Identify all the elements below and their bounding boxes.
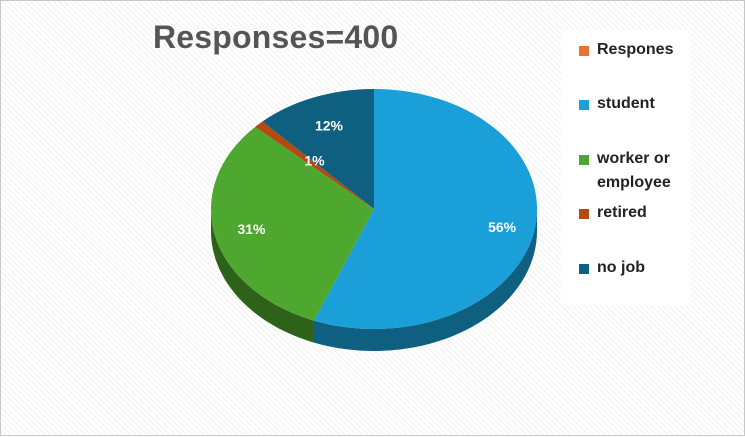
pie-slice-0 xyxy=(314,89,538,329)
pie-side-0 xyxy=(314,209,537,351)
legend-item-header: Respones xyxy=(579,38,689,62)
data-label-3: 12% xyxy=(315,117,344,133)
legend-item-no-job: no job xyxy=(579,256,689,280)
pie-slice-3 xyxy=(262,89,374,209)
pie-side-walls xyxy=(211,209,537,351)
data-label-0: 56% xyxy=(488,219,517,235)
pie-side-1 xyxy=(211,209,314,343)
legend-label-header: Respones xyxy=(597,41,674,58)
legend-label-worker: worker or employee xyxy=(597,150,671,191)
legend-swatch-worker xyxy=(579,155,589,165)
legend-swatch-header xyxy=(579,46,589,56)
legend-swatch-student xyxy=(579,100,589,110)
legend-label-no-job: no job xyxy=(597,259,645,276)
legend: Respones student worker or employee reti… xyxy=(561,30,691,305)
data-label-1: 31% xyxy=(237,221,266,237)
legend-item-retired: retired xyxy=(579,201,689,225)
pie-slice-2 xyxy=(255,121,374,209)
chart-title: Responses=400 xyxy=(153,19,399,55)
pie-slice-1 xyxy=(211,126,374,321)
legend-item-student: student xyxy=(579,92,689,116)
legend-swatch-no-job xyxy=(579,264,589,274)
legend-swatch-retired xyxy=(579,209,589,219)
pie-top-faces xyxy=(211,89,538,329)
data-label-2: 1% xyxy=(304,152,325,168)
legend-item-worker: worker or employee xyxy=(579,147,689,195)
legend-label-student: student xyxy=(597,95,655,112)
legend-label-retired: retired xyxy=(597,204,647,221)
